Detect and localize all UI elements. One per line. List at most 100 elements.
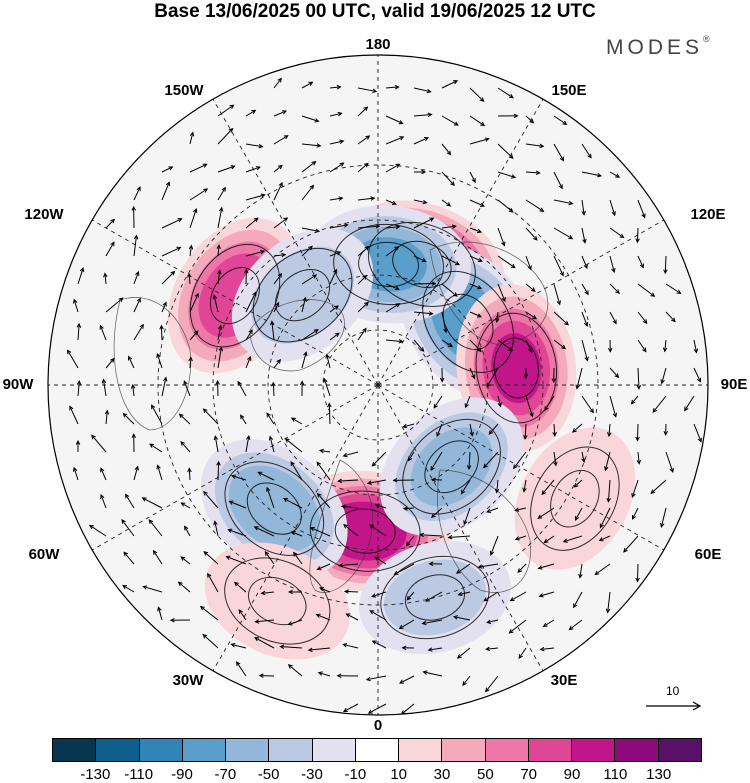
wind-arrow	[497, 199, 514, 213]
wind-arrow	[369, 610, 387, 621]
wind-arrow	[469, 367, 476, 380]
wind-arrow	[217, 269, 222, 285]
wind-arrow	[665, 451, 674, 473]
wind-arrow	[663, 423, 668, 436]
wind-arrow	[663, 255, 668, 275]
wind-arrow	[385, 224, 401, 230]
wind-arrow	[553, 115, 568, 125]
anomaly-center	[231, 228, 374, 362]
wind-arrow	[287, 664, 303, 677]
wind-arrow	[485, 646, 499, 652]
wind-arrow	[553, 283, 561, 306]
wind-arrow	[133, 270, 140, 285]
wind-arrow	[421, 619, 443, 626]
wind-arrow	[217, 206, 224, 229]
wind-arrow	[273, 77, 282, 89]
wind-arrow	[553, 255, 564, 277]
wind-arrow	[342, 643, 359, 649]
wind-arrow	[553, 143, 565, 162]
wind-arrow	[317, 671, 331, 677]
wind-arrow	[228, 500, 247, 509]
colorbar-tick-label: -10	[344, 766, 367, 783]
wind-arrow	[329, 139, 345, 145]
wind-arrow	[301, 184, 315, 201]
wind-arrow	[544, 395, 555, 412]
wind-arrow	[693, 367, 702, 383]
wind-arrow	[161, 181, 171, 201]
wind-arrow	[279, 644, 303, 650]
wind-arrow	[441, 143, 452, 156]
wind-arrow	[133, 297, 141, 313]
wind-arrow	[368, 524, 387, 537]
wind-arrow	[323, 377, 331, 397]
wind-arrow	[273, 358, 281, 369]
wind-arrow	[441, 199, 452, 207]
wind-arrow	[413, 87, 432, 94]
wind-arrow	[245, 193, 266, 201]
wind-arrow	[522, 479, 527, 493]
colorbar-tick-label: 30	[433, 766, 451, 783]
meridian	[377, 384, 665, 551]
latitude-circle	[212, 219, 544, 551]
wind-arrow	[284, 438, 303, 453]
anomaly-center	[379, 397, 524, 537]
wind-arrow	[457, 591, 471, 597]
wind-arrow	[301, 329, 319, 341]
wind-arrow	[469, 199, 485, 207]
wind-arrow	[371, 640, 387, 649]
wind-arrow	[217, 127, 234, 145]
colorbar-tick-label: 10	[390, 766, 407, 783]
wind-arrow	[497, 87, 514, 99]
colorbar-tick-label: 50	[476, 766, 494, 783]
wind-arrow	[301, 245, 313, 257]
wind-arrow	[637, 339, 647, 353]
wind-arrow	[217, 104, 235, 117]
wind-arrow	[497, 395, 502, 408]
wind-arrow	[489, 535, 499, 556]
wind-arrow	[553, 451, 558, 467]
wind-arrow	[133, 186, 141, 201]
wind-arrow	[357, 224, 381, 229]
wind-arrow	[213, 520, 219, 537]
lon-label-60w: 60W	[28, 546, 60, 563]
wind-arrow	[392, 478, 415, 483]
wind-arrow	[631, 479, 639, 499]
colorbar-swatch	[269, 739, 313, 761]
wind-arrow	[469, 171, 476, 184]
wind-arrow	[609, 199, 616, 217]
wind-arrow	[105, 241, 115, 257]
wind-arrow	[141, 497, 163, 509]
wind-arrow	[325, 353, 331, 369]
wind-arrow	[357, 196, 376, 201]
wind-arrow	[456, 647, 471, 659]
wind-arrow	[367, 703, 387, 714]
wind-arrow	[357, 327, 367, 341]
wind-arrow	[245, 434, 251, 453]
wind-arrow	[537, 563, 555, 570]
wind-arrow	[525, 283, 536, 292]
wind-arrow	[225, 555, 247, 565]
wind-arrow	[637, 255, 644, 269]
wind-arrow	[316, 461, 331, 481]
wind-arrow	[215, 379, 220, 397]
wind-arrow	[66, 349, 79, 369]
modes-logo: MODES®	[606, 34, 710, 60]
coastline	[249, 299, 345, 372]
wind-arrow	[152, 549, 163, 565]
wind-arrow	[525, 255, 532, 271]
wind-arrow	[541, 479, 555, 496]
wind-arrow	[254, 637, 275, 649]
wind-arrow	[76, 322, 82, 341]
wind-arrow	[127, 355, 135, 369]
wind-arrow	[483, 591, 499, 602]
wind-arrow	[636, 367, 642, 390]
wind-arrow	[245, 291, 257, 313]
wind-arrow	[441, 283, 458, 297]
wind-arrow	[340, 504, 359, 509]
wind-arrow	[460, 479, 471, 495]
wind-arrow	[336, 673, 359, 679]
wind-arrow	[299, 380, 305, 397]
wind-arrow	[637, 199, 646, 219]
colorbar-tick-label: 110	[603, 766, 628, 783]
wind-arrow	[385, 115, 404, 125]
